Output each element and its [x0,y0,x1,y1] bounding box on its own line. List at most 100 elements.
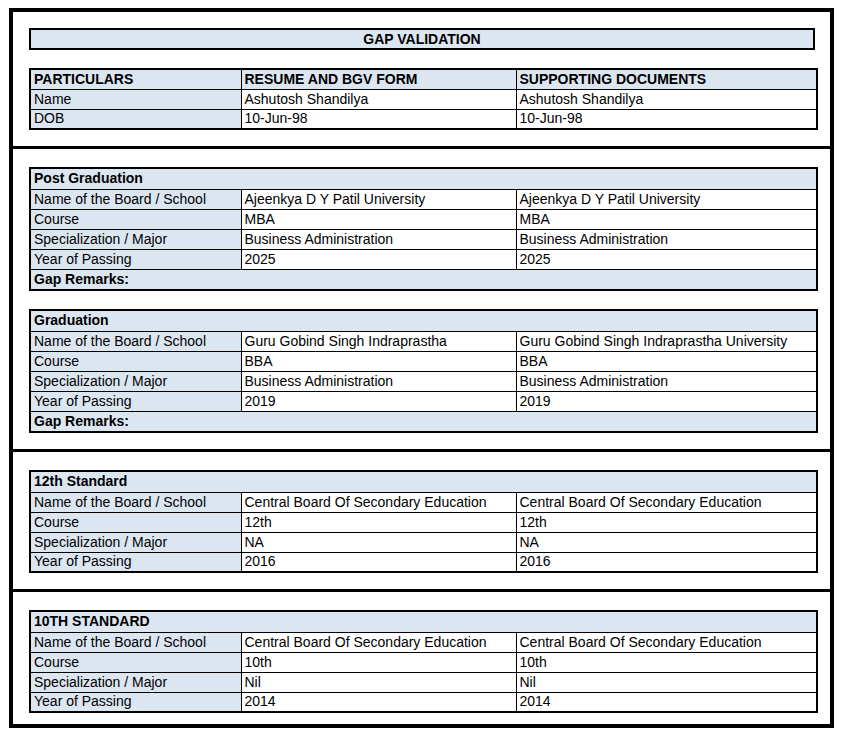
section-table: 12th StandardName of the Board / SchoolC… [29,470,818,573]
row-label-cell: Specialization / Major [30,672,241,692]
resume-value-cell: Ashutosh Shandilya [241,89,516,109]
row-label-cell: Course [30,209,241,229]
particulars-table: PARTICULARS RESUME AND BGV FORM SUPPORTI… [29,68,818,130]
supporting-value-cell: 10-Jun-98 [516,109,817,129]
section-title: 12th Standard [30,471,817,492]
row-label-cell: Specialization / Major [30,532,241,552]
table-row: Specialization / MajorNilNil [30,672,817,692]
resume-value-cell: Business Administration [241,371,516,391]
row-label-cell: Year of Passing [30,692,241,712]
supporting-value-cell: Business Administration [516,371,817,391]
section-title: Post Graduation [30,168,817,189]
resume-value-cell: Business Administration [241,229,516,249]
table-row: Year of Passing20162016 [30,552,817,572]
resume-value-cell: 2019 [241,391,516,411]
resume-value-cell: 2016 [241,552,516,572]
column-header-particulars: PARTICULARS [30,69,241,89]
supporting-value-cell: Business Administration [516,229,817,249]
section-header-row: 10TH STANDARD [30,611,817,632]
table-row: Course10th10th [30,652,817,672]
supporting-value-cell: 2025 [516,249,817,269]
supporting-value-cell: 2016 [516,552,817,572]
supporting-value-cell: Ajeenkya D Y Patil University [516,189,817,209]
row-label-cell: Specialization / Major [30,371,241,391]
row-label-cell: DOB [30,109,241,129]
resume-value-cell: Central Board Of Secondary Education [241,632,516,652]
resume-value-cell: Ajeenkya D Y Patil University [241,189,516,209]
supporting-value-cell: Central Board Of Secondary Education [516,492,817,512]
row-label-cell: Year of Passing [30,391,241,411]
section-divider [13,449,830,452]
supporting-value-cell: 2014 [516,692,817,712]
supporting-value-cell: Central Board Of Secondary Education [516,632,817,652]
table-row: Name of the Board / SchoolCentral Board … [30,632,817,652]
table-row: Specialization / MajorNANA [30,532,817,552]
row-label-cell: Name of the Board / School [30,632,241,652]
table-row: CourseMBAMBA [30,209,817,229]
resume-value-cell: 12th [241,512,516,532]
table-row: Specialization / MajorBusiness Administr… [30,229,817,249]
supporting-value-cell: Ashutosh Shandilya [516,89,817,109]
resume-value-cell: Central Board Of Secondary Education [241,492,516,512]
supporting-value-cell: Guru Gobind Singh Indraprastha Universit… [516,331,817,351]
resume-value-cell: MBA [241,209,516,229]
resume-value-cell: 2025 [241,249,516,269]
table-row: NameAshutosh ShandilyaAshutosh Shandilya [30,89,817,109]
page-frame: GAP VALIDATION PARTICULARS RESUME AND BG… [9,8,834,728]
supporting-value-cell: NA [516,532,817,552]
resume-value-cell: 10th [241,652,516,672]
supporting-value-cell: 10th [516,652,817,672]
resume-value-cell: Nil [241,672,516,692]
supporting-value-cell: 12th [516,512,817,532]
table-row: Specialization / MajorBusiness Administr… [30,371,817,391]
table-row: DOB10-Jun-9810-Jun-98 [30,109,817,129]
table-row: Name of the Board / SchoolCentral Board … [30,492,817,512]
supporting-value-cell: Nil [516,672,817,692]
supporting-value-cell: 2019 [516,391,817,411]
column-header-supporting-docs: SUPPORTING DOCUMENTS [516,69,817,89]
row-label-cell: Course [30,512,241,532]
table-row: Name of the Board / SchoolAjeenkya D Y P… [30,189,817,209]
table-row: Name of the Board / SchoolGuru Gobind Si… [30,331,817,351]
row-label-cell: Year of Passing [30,249,241,269]
section-table: 10TH STANDARDName of the Board / SchoolC… [29,610,818,713]
row-label-cell: Course [30,351,241,371]
column-header-resume-bgv: RESUME AND BGV FORM [241,69,516,89]
resume-value-cell: BBA [241,351,516,371]
particulars-table-body: NameAshutosh ShandilyaAshutosh Shandilya… [30,89,817,129]
row-label-cell: Course [30,652,241,672]
table-row: Year of Passing20142014 [30,692,817,712]
section-table: GraduationName of the Board / SchoolGuru… [29,309,818,433]
table-row: Year of Passing20252025 [30,249,817,269]
section-header-row: Graduation [30,310,817,331]
section-header-row: 12th Standard [30,471,817,492]
gap-remarks-cell: Gap Remarks: [30,411,817,432]
row-label-cell: Name of the Board / School [30,492,241,512]
row-label-cell: Specialization / Major [30,229,241,249]
resume-value-cell: 10-Jun-98 [241,109,516,129]
table-row: Year of Passing20192019 [30,391,817,411]
gap-remarks-row: Gap Remarks: [30,411,817,432]
supporting-value-cell: MBA [516,209,817,229]
section-title: Graduation [30,310,817,331]
section-divider [13,589,830,592]
row-label-cell: Name of the Board / School [30,189,241,209]
row-label-cell: Name [30,89,241,109]
resume-value-cell: NA [241,532,516,552]
section-divider [13,146,830,149]
section-title: 10TH STANDARD [30,611,817,632]
section-header-row: Post Graduation [30,168,817,189]
supporting-value-cell: BBA [516,351,817,371]
row-label-cell: Year of Passing [30,552,241,572]
sections-container: Post GraduationName of the Board / Schoo… [13,167,830,713]
resume-value-cell: 2014 [241,692,516,712]
row-label-cell: Name of the Board / School [30,331,241,351]
gap-remarks-cell: Gap Remarks: [30,269,817,290]
resume-value-cell: Guru Gobind Singh Indraprastha [241,331,516,351]
table-row: Course12th12th [30,512,817,532]
table-row: CourseBBABBA [30,351,817,371]
gap-remarks-row: Gap Remarks: [30,269,817,290]
page-title: GAP VALIDATION [29,28,815,50]
table-header-row: PARTICULARS RESUME AND BGV FORM SUPPORTI… [30,69,817,89]
section-table: Post GraduationName of the Board / Schoo… [29,167,818,291]
